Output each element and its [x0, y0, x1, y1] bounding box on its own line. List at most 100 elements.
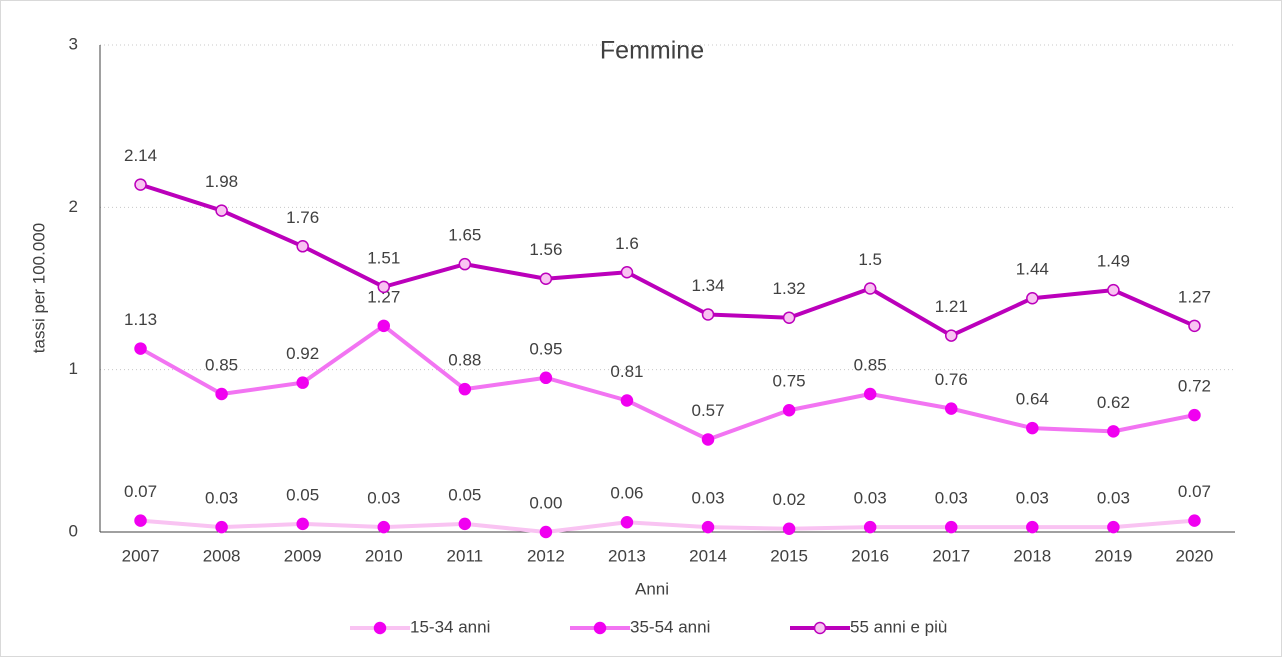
data-label: 0.02 [773, 490, 806, 509]
series-line [140, 518, 1195, 534]
data-label: 1.65 [448, 226, 481, 245]
data-point [863, 520, 877, 534]
data-label: 1.51 [367, 248, 400, 267]
y-tick-label: 3 [69, 34, 78, 53]
data-point [296, 517, 309, 531]
data-label: 0.03 [1097, 489, 1130, 508]
data-point [1107, 425, 1120, 438]
data-point [1026, 421, 1039, 435]
data-label: 0.64 [1016, 390, 1049, 409]
data-label: 0.95 [529, 339, 562, 358]
data-label: 0.03 [1016, 489, 1049, 508]
data-point [539, 272, 553, 286]
data-label: 0.07 [1178, 482, 1211, 501]
data-point [377, 319, 390, 333]
data-point [1026, 520, 1039, 534]
data-label: 1.27 [1178, 287, 1211, 306]
x-tick-label: 2020 [1176, 546, 1214, 565]
x-tick-label: 2016 [851, 546, 889, 565]
legend-label: 15-34 anni [410, 617, 490, 636]
data-label: 0.57 [691, 401, 724, 420]
data-point [701, 433, 715, 446]
data-point [863, 387, 877, 401]
x-tick-label: 2015 [770, 546, 808, 565]
data-label: 1.98 [205, 172, 238, 191]
data-point [215, 520, 228, 534]
data-point [1188, 319, 1201, 333]
data-label: 0.03 [935, 489, 968, 508]
data-point [215, 204, 228, 217]
data-label: 0.06 [610, 484, 643, 503]
data-label: 0.81 [610, 362, 643, 381]
legend-label: 55 anni e più [850, 617, 947, 636]
data-point [620, 394, 634, 407]
legend-marker [813, 621, 827, 635]
series-line [139, 182, 1196, 338]
x-tick-label: 2017 [932, 546, 970, 565]
data-point [1188, 514, 1201, 527]
x-tick-label: 2014 [689, 546, 727, 565]
x-tick-label: 2018 [1013, 546, 1051, 565]
data-point [945, 520, 958, 534]
data-label: 1.5 [858, 250, 882, 269]
x-tick-label: 2013 [608, 546, 646, 565]
data-point [1107, 520, 1120, 534]
data-label: 0.76 [935, 370, 968, 389]
y-axis-label: tassi per 100.000 [29, 223, 48, 353]
data-label: 2.14 [124, 146, 157, 165]
data-label: 1.21 [935, 297, 968, 316]
data-point [296, 376, 309, 389]
x-tick-label: 2011 [447, 546, 484, 565]
data-label: 0.92 [286, 344, 319, 363]
data-label: 0.85 [205, 356, 238, 375]
data-label: 1.56 [529, 240, 562, 259]
data-label: 1.49 [1097, 252, 1130, 271]
data-point [782, 522, 796, 536]
data-label: 1.13 [124, 310, 157, 329]
data-point [539, 525, 553, 539]
x-axis-label: Anni [635, 579, 669, 598]
data-point [134, 178, 147, 191]
data-point [377, 520, 390, 534]
data-point [458, 517, 472, 531]
data-point [215, 387, 228, 401]
x-tick-label: 2009 [284, 546, 322, 565]
data-point [945, 329, 958, 342]
data-point [782, 311, 796, 324]
data-label: 0.00 [529, 493, 562, 512]
data-label: 0.03 [205, 489, 238, 508]
data-point [458, 382, 472, 396]
data-label: 0.03 [854, 489, 887, 508]
x-tick-label: 2012 [527, 546, 565, 565]
data-point [945, 402, 958, 415]
data-label: 0.03 [367, 489, 400, 508]
legend-marker [593, 621, 607, 635]
x-tick-label: 2008 [203, 546, 241, 565]
y-tick-label: 1 [69, 359, 78, 378]
data-point [134, 514, 147, 527]
legend-marker [373, 621, 387, 635]
data-label: 0.72 [1178, 377, 1211, 396]
data-point [458, 257, 472, 271]
data-point [1107, 283, 1120, 297]
data-point [863, 282, 877, 295]
data-label: 0.03 [691, 489, 724, 508]
x-tick-label: 2019 [1094, 546, 1132, 565]
data-label: 1.44 [1016, 260, 1049, 279]
x-tick-label: 2007 [122, 546, 160, 565]
data-point [701, 520, 715, 534]
data-label: 0.75 [773, 372, 806, 391]
data-point [620, 516, 634, 529]
y-tick-label: 0 [69, 521, 78, 540]
data-label: 0.62 [1097, 393, 1130, 412]
data-point [296, 240, 309, 253]
x-tick-label: 2010 [365, 546, 403, 565]
data-label: 0.07 [124, 482, 157, 501]
data-label: 1.76 [286, 208, 319, 227]
data-label: 1.32 [773, 279, 806, 298]
data-point [1188, 408, 1201, 422]
data-label: 0.05 [286, 485, 319, 504]
data-point [701, 308, 715, 321]
data-point [782, 404, 796, 417]
data-point [134, 342, 147, 355]
